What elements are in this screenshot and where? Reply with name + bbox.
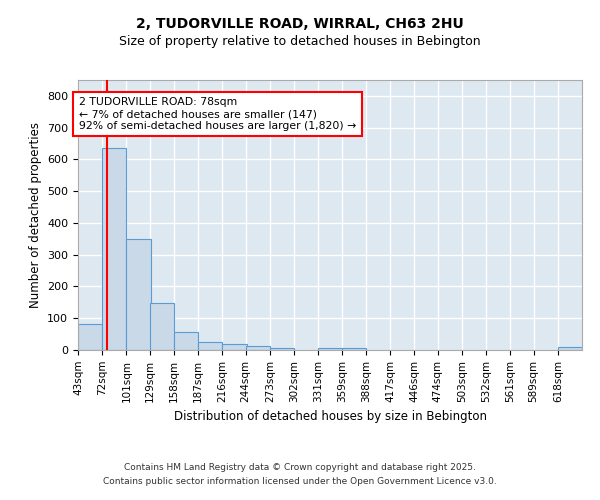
Bar — [198, 342, 223, 350]
Bar — [78, 324, 102, 350]
Y-axis label: Number of detached properties: Number of detached properties — [29, 122, 41, 308]
Text: 2 TUDORVILLE ROAD: 78sqm
← 7% of detached houses are smaller (147)
92% of semi-d: 2 TUDORVILLE ROAD: 78sqm ← 7% of detache… — [79, 98, 356, 130]
Bar — [102, 148, 127, 350]
Bar — [270, 348, 294, 350]
Bar — [223, 344, 247, 350]
Bar — [246, 346, 270, 350]
X-axis label: Distribution of detached houses by size in Bebington: Distribution of detached houses by size … — [173, 410, 487, 423]
Text: Contains public sector information licensed under the Open Government Licence v3: Contains public sector information licen… — [103, 477, 497, 486]
Bar — [558, 347, 582, 350]
Bar — [127, 239, 151, 350]
Text: 2, TUDORVILLE ROAD, WIRRAL, CH63 2HU: 2, TUDORVILLE ROAD, WIRRAL, CH63 2HU — [136, 18, 464, 32]
Bar — [341, 348, 366, 350]
Bar — [319, 348, 343, 350]
Text: Contains HM Land Registry data © Crown copyright and database right 2025.: Contains HM Land Registry data © Crown c… — [124, 464, 476, 472]
Text: Size of property relative to detached houses in Bebington: Size of property relative to detached ho… — [119, 35, 481, 48]
Bar — [150, 303, 174, 350]
Bar — [174, 332, 198, 350]
